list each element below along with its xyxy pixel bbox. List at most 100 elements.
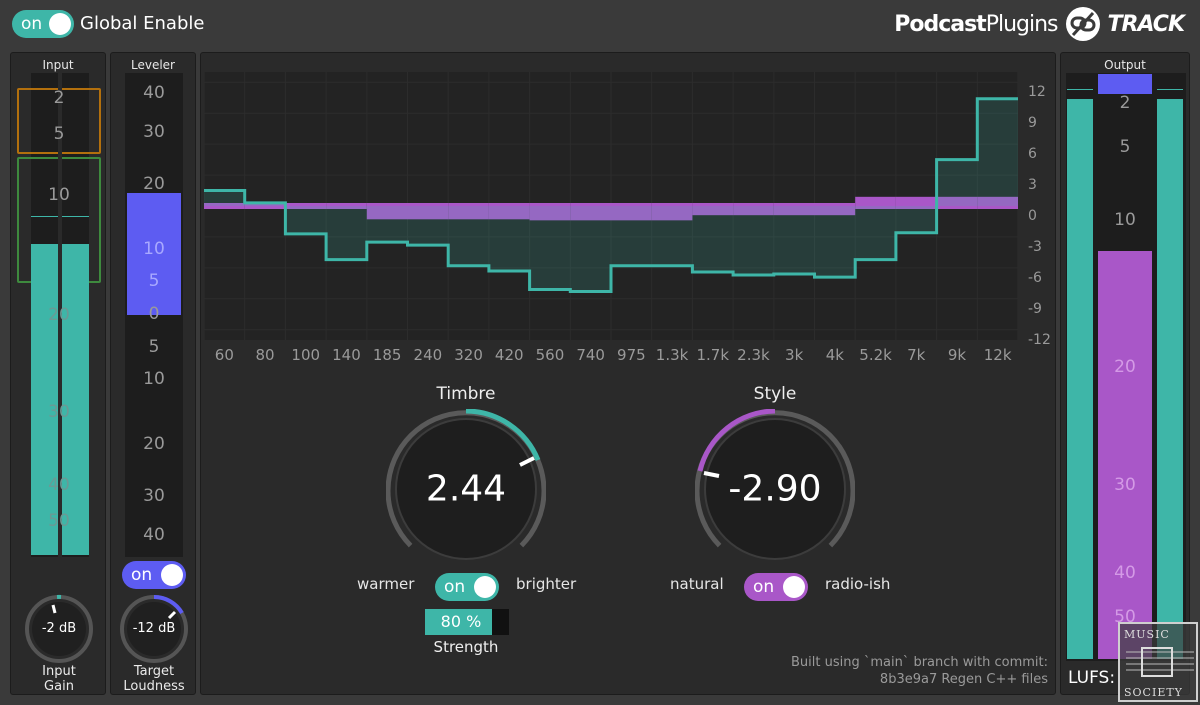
eq-style-band (611, 203, 652, 221)
input-scale-5: 5 (53, 124, 65, 144)
eq-freq-label: 320 (454, 346, 483, 364)
eq-freq-label: 80 (255, 346, 275, 364)
lufs-label: LUFS: (1068, 668, 1116, 688)
leveler-scale-40-top: 40 (143, 83, 165, 103)
leveler-toggle-label: on (131, 565, 153, 585)
eq-freq-label: 1.7k (696, 346, 730, 364)
output-title: Output (1104, 58, 1146, 72)
target-loudness-knob[interactable]: -12 dB (118, 593, 190, 665)
global-enable-toggle-label: on (21, 14, 43, 34)
input-gain-label-line1: Input (42, 664, 76, 679)
leveler-scale-20-top: 20 (143, 174, 165, 194)
eq-style-band (529, 203, 571, 221)
build-info: Built using `main` branch with commit: 8… (791, 654, 1048, 688)
style-title: Style (753, 384, 797, 404)
eq-db-label: 0 (1028, 208, 1037, 224)
eq-freq-label: 185 (372, 346, 402, 364)
brand-product: TRACK (1107, 11, 1185, 37)
timbre-title: Timbre (436, 384, 496, 404)
eq-style-band (244, 203, 286, 209)
eq-style-band (773, 203, 815, 216)
timbre-toggle[interactable]: on (435, 573, 499, 601)
eq-db-label: 12 (1028, 84, 1046, 101)
eq-db-label: -9 (1028, 300, 1042, 317)
target-loudness-knob-graphic (120, 594, 188, 663)
strength-slider[interactable]: 80 % (425, 609, 509, 635)
global-enable-title: Global Enable (80, 13, 205, 34)
input-gain-label: Input Gain (11, 664, 107, 694)
eq-style-band (814, 203, 856, 216)
leveler-scale-5-top: 5 (148, 271, 160, 291)
eq-style-band (285, 203, 327, 209)
eq-freq-label: 60 (214, 346, 234, 364)
leveler-scale-5-bottom: 5 (148, 337, 160, 357)
input-scale-50: 50 (48, 511, 70, 531)
brand-name-bold: Podcast (894, 11, 986, 37)
eq-freq-label: 1.3k (655, 346, 689, 364)
timbre-knob-graphic (385, 408, 547, 560)
toggle-knob (783, 576, 805, 598)
watermark-line2: SOCIETY (1124, 686, 1183, 699)
leveler-scale-30-top: 30 (143, 122, 165, 142)
eq-freq-label: 12k (983, 346, 1012, 364)
leveler-meter-fill (127, 193, 181, 315)
timbre-value: 2.44 (425, 468, 507, 510)
toggle-knob (161, 564, 183, 586)
global-enable-toggle[interactable]: on (12, 10, 74, 38)
link-logo-icon (1065, 7, 1100, 41)
style-toggle-label: on (753, 577, 775, 597)
input-scale-30: 30 (48, 402, 70, 422)
eq-style-band (407, 203, 449, 220)
build-info-line1: Built using `main` branch with commit: (790, 655, 1048, 670)
eq-freq-label: 740 (576, 346, 605, 364)
output-meter-left (1067, 99, 1093, 659)
input-panel: Input 2 5 10 20 30 40 50 -2 dB Input Gai… (10, 52, 106, 695)
eq-freq-label: 975 (617, 346, 646, 364)
brand-logo: PodcastPlugins TRACK (894, 4, 1185, 44)
eq-freq-label: 5.2k (859, 346, 892, 364)
eq-freq-label: 240 (413, 346, 443, 364)
strength-slider-fill (425, 609, 493, 635)
leveler-scale-40-bottom: 40 (143, 525, 165, 545)
eq-style-band (570, 203, 611, 221)
eq-style-band (326, 203, 367, 209)
eq-freq-label: 140 (332, 346, 361, 364)
style-knob[interactable] (694, 408, 856, 569)
eq-style-band (651, 203, 693, 221)
style-toggle[interactable]: on (744, 573, 808, 601)
watermark-line1: MUSIC (1124, 628, 1170, 641)
input-meter-right (62, 244, 89, 555)
eq-style-band (733, 203, 774, 216)
eq-style-band (488, 203, 530, 220)
input-scale-10: 10 (48, 185, 70, 205)
music-society-watermark: MUSIC SOCIETY (1118, 622, 1198, 702)
style-left-label: natural (670, 575, 724, 593)
eq-style-band (204, 203, 245, 209)
leveler-meter-track (125, 73, 183, 557)
eq-style-band (448, 203, 489, 220)
leveler-toggle[interactable]: on (122, 561, 186, 589)
strength-value: 80 % (440, 612, 482, 631)
timbre-knob[interactable] (385, 408, 547, 569)
toggle-knob (474, 576, 496, 598)
eq-db-label: -6 (1028, 269, 1042, 286)
output-peak-left (1067, 89, 1093, 90)
eq-db-label: 9 (1028, 115, 1037, 132)
staff-icon (1126, 647, 1194, 677)
input-gain-value: -2 dB (41, 621, 77, 636)
eq-db-label: -3 (1028, 238, 1042, 255)
eq-style-band (977, 196, 1018, 209)
output-scale-30: 30 (1114, 475, 1136, 495)
eq-freq-label: 7k (907, 346, 926, 364)
eq-db-label: 6 (1028, 146, 1037, 163)
timbre-right-label: brighter (516, 575, 577, 593)
output-scale-2: 2 (1119, 93, 1131, 113)
eq-style-band (855, 196, 896, 209)
strength-label: Strength (433, 638, 499, 656)
input-gain-knob[interactable]: -2 dB (23, 593, 95, 665)
input-scale-20: 20 (48, 305, 70, 325)
eq-freq-label: 9k (947, 346, 967, 364)
eq-style-band (895, 196, 937, 209)
target-loudness-value: -12 dB (132, 621, 176, 636)
eq-plot-area (203, 72, 1019, 340)
